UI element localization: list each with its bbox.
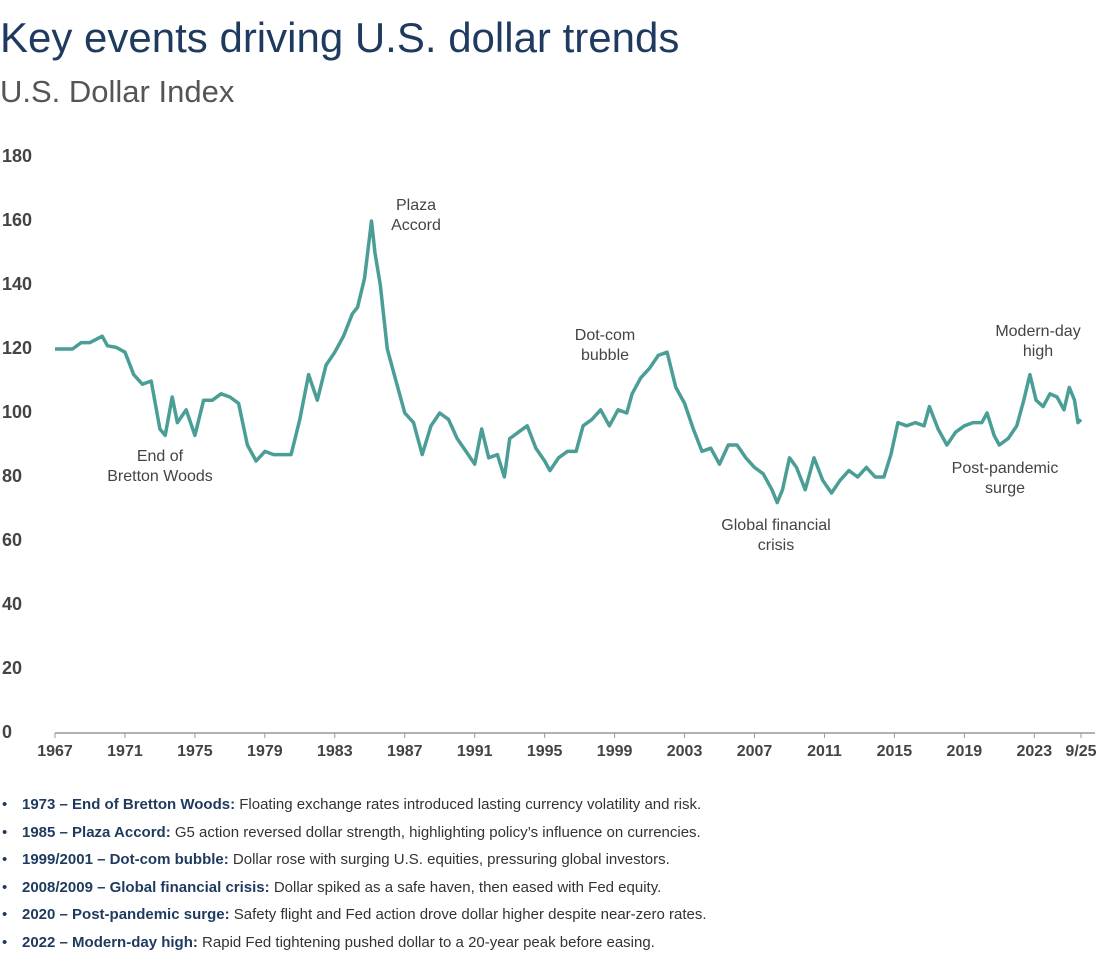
y-tick-label: 100 (2, 402, 32, 422)
note-lead: 1999/2001 – Dot-com bubble: (22, 851, 229, 868)
note-text: Floating exchange rates introduced lasti… (239, 796, 702, 813)
x-tick-label: 2019 (947, 743, 983, 760)
note: 1985 – Plaza Accord: G5 action reversed … (0, 821, 1100, 849)
x-tick-label: 1979 (247, 743, 283, 760)
x-tick-label: 1975 (177, 743, 213, 760)
note-text: Rapid Fed tightening pushed dollar to a … (202, 933, 655, 951)
y-tick-label: 140 (2, 274, 32, 294)
x-tick-label: 1999 (597, 743, 633, 760)
annotation-line: Global financial (721, 517, 830, 534)
note-lead: 2022 – Modern-day high: (22, 933, 198, 951)
annotation: Post-pandemic surge (952, 460, 1059, 497)
note-lead: 2008/2009 – Global financial crisis: (22, 878, 270, 896)
y-tick-label: 160 (2, 210, 32, 230)
note: 2020 – Post-pandemic surge: Safety fligh… (0, 903, 1100, 931)
annotation: Plaza Accord (391, 197, 441, 234)
x-tick-label: 9/25 (1065, 743, 1096, 760)
annotation-line: high (1023, 343, 1053, 360)
x-tick-label: 2007 (737, 743, 773, 760)
x-tick-label: 2011 (807, 743, 842, 760)
note-text: G5 action reversed dollar strength, high… (174, 823, 701, 841)
title: Key events driving U.S. dollar trends (0, 14, 680, 61)
x-tick-label: 1971 (107, 743, 143, 760)
annotation-line: End of (137, 448, 184, 465)
note-text: Dollar rose with surging U.S. equities, … (232, 851, 670, 868)
x-tick-label: 2003 (667, 743, 703, 760)
annotation: Global financial crisis (721, 517, 830, 554)
subtitle: U.S. Dollar Index (0, 74, 235, 109)
y-tick-label: 80 (2, 466, 22, 486)
note-lead: 2020 – Post-pandemic surge: (22, 906, 230, 923)
annotation-line: Plaza (396, 197, 436, 214)
note: 2008/2009 – Global financial crisis: Dol… (0, 876, 1100, 904)
annotation-line: Modern-day (995, 323, 1080, 340)
annotation-line: surge (985, 480, 1025, 497)
annotation-line: Bretton Woods (107, 468, 213, 485)
note-text: Dollar spiked as a safe haven, then ease… (273, 878, 662, 896)
y-tick-label: 120 (2, 338, 32, 358)
x-tick-label: 1991 (457, 743, 493, 760)
x-tick-label: 1967 (37, 743, 73, 760)
y-tick-label: 180 (2, 146, 32, 166)
y-tick-label: 20 (2, 658, 22, 678)
x-tick-label: 2015 (877, 743, 913, 760)
x-tick-label: 1983 (317, 743, 353, 760)
annotation-line: Dot-com (575, 327, 635, 344)
note: 2022 – Modern-day high: Rapid Fed tighte… (0, 931, 1100, 959)
annotation-line: Post-pandemic (952, 460, 1059, 477)
annotation: Modern-day high (995, 323, 1080, 360)
annotation-line: Accord (391, 217, 441, 234)
note: 1973 – End of Bretton Woods: Floating ex… (0, 793, 1100, 821)
annotation: End of Bretton Woods (107, 448, 213, 485)
data-line (55, 219, 1083, 505)
x-tick-label: 1987 (387, 743, 423, 760)
x-tick-label: 2023 (1017, 743, 1053, 760)
note-lead: 1985 – Plaza Accord: (22, 823, 171, 841)
y-tick-label: 40 (2, 594, 22, 614)
chart: 0 20 40 60 80 100 120 140 160 180 1967 1971 1975 1979… (2, 146, 1097, 760)
note: 1999/2001 – Dot-com bubble: Dollar rose … (0, 848, 1100, 876)
notes: 1973 – End of Bretton Woods: Floating ex… (0, 793, 1100, 958)
annotation: Dot-com bubble (575, 327, 635, 364)
note-lead: 1973 – End of Bretton Woods: (22, 796, 236, 813)
y-tick-label: 0 (2, 722, 12, 742)
x-tick-label: 1995 (527, 743, 563, 760)
annotation-line: crisis (758, 537, 794, 554)
y-tick-label: 60 (2, 530, 22, 550)
annotation-line: bubble (581, 347, 629, 364)
note-text: Safety flight and Fed action drove dolla… (233, 906, 707, 923)
